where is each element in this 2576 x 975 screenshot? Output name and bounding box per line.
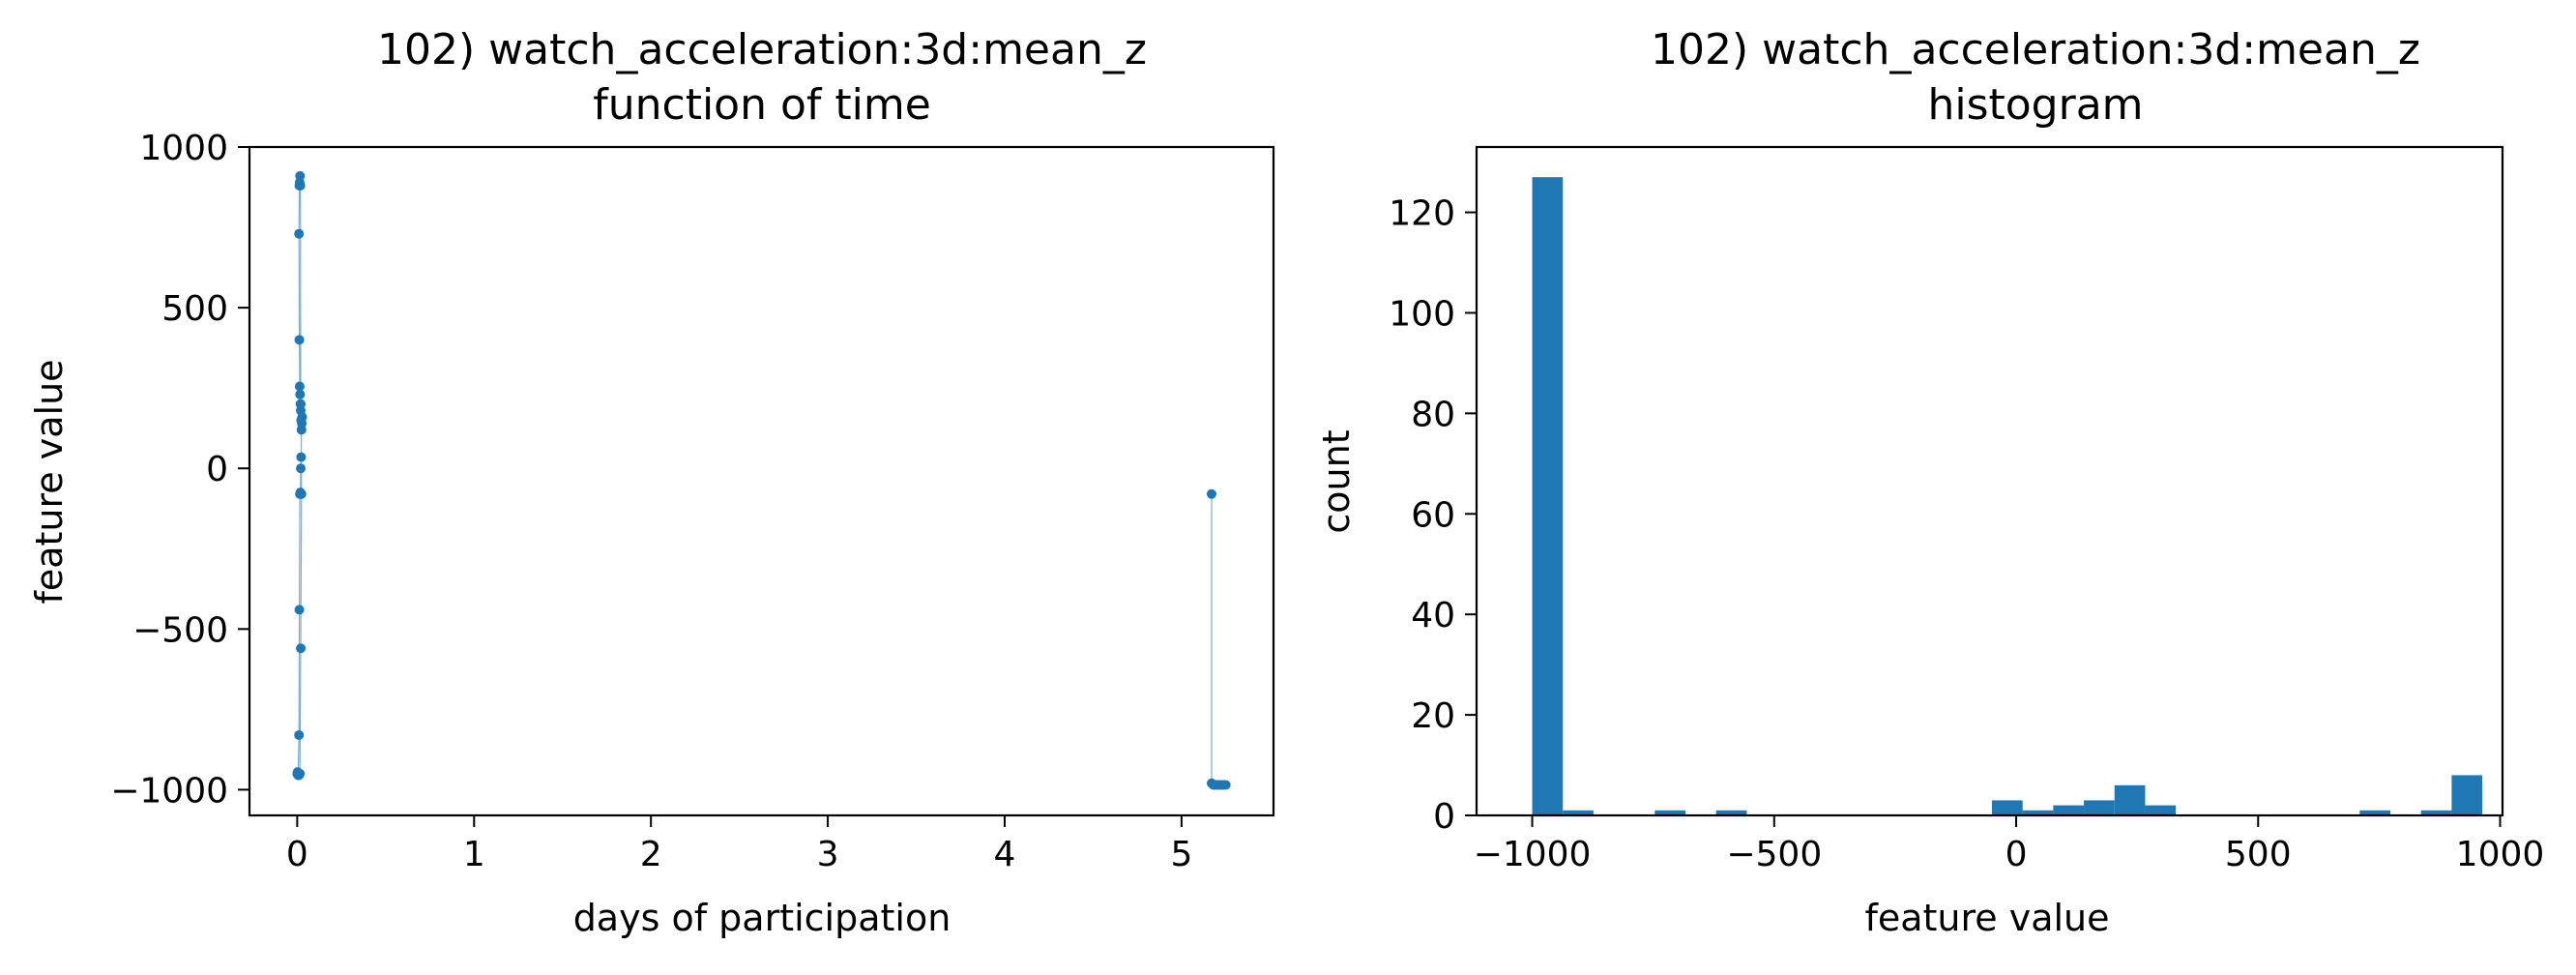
- left-x-axis-label: days of participation: [573, 897, 951, 939]
- histogram-bar: [1654, 810, 1686, 815]
- right-axes-frame: [1475, 145, 2504, 817]
- right-y-axis-label: count: [1315, 429, 1358, 533]
- data-point: [296, 415, 307, 426]
- left-y-tick-label: 1000: [139, 129, 228, 168]
- data-point: [1220, 780, 1231, 790]
- data-point: [294, 729, 305, 740]
- right-y-tick-label: 40: [1411, 596, 1455, 635]
- right-y-tick-label: 80: [1411, 395, 1455, 434]
- right-title-line2: histogram: [1927, 80, 2143, 130]
- series-line-0: [296, 175, 304, 778]
- right-plot-area: −1000 −500 0 500 1000 0 20 40 60 80 100 120: [1389, 145, 2545, 874]
- right-y-tick-label: 100: [1389, 294, 1455, 334]
- data-point: [294, 605, 305, 615]
- histogram-bar: [2022, 810, 2054, 815]
- histogram-bar: [2359, 810, 2391, 815]
- data-point: [294, 381, 305, 392]
- data-point: [296, 452, 307, 462]
- right-x-tick-label: −500: [1726, 835, 1822, 874]
- right-y-tick-label: 20: [1411, 696, 1455, 736]
- left-x-tick-label: 0: [286, 835, 308, 874]
- left-y-tick-label: 0: [206, 450, 228, 489]
- data-point: [1206, 488, 1216, 499]
- right-x-tick-label: −1000: [1474, 835, 1592, 874]
- histogram-bar: [2451, 775, 2483, 815]
- left-x-tick-label: 1: [463, 835, 485, 874]
- left-x-tick-label: 3: [817, 835, 839, 874]
- right-y-tick-label: 60: [1411, 495, 1455, 535]
- series-line-1: [1211, 493, 1226, 785]
- data-point: [295, 389, 306, 399]
- left-title-line1: 102) watch_acceleration:3d:mean_z: [377, 25, 1147, 74]
- histogram-bar: [2114, 784, 2146, 815]
- left-x-tick-label: 4: [994, 835, 1016, 874]
- data-point: [295, 170, 306, 181]
- histogram-bar: [2420, 810, 2452, 815]
- data-point: [294, 228, 305, 239]
- right-y-tick-label: 0: [1433, 797, 1455, 837]
- data-point: [292, 767, 303, 778]
- left-y-tick-label: −500: [132, 610, 228, 650]
- histogram-bar: [2084, 800, 2115, 815]
- right-y-tick-label: 120: [1389, 194, 1455, 234]
- left-x-tick-label: 5: [1170, 835, 1192, 874]
- right-x-tick-label: 500: [2225, 835, 2292, 874]
- data-point: [295, 180, 306, 191]
- data-point: [294, 335, 305, 345]
- right-x-tick-label: 0: [2005, 835, 2028, 874]
- left-y-tick-label: −1000: [110, 771, 228, 811]
- left-axes-frame: [248, 145, 1275, 817]
- right-x-axis-label: feature value: [1864, 897, 2109, 939]
- left-y-axis-label: feature value: [28, 359, 71, 604]
- data-point: [296, 463, 307, 474]
- left-x-tick-label: 2: [640, 835, 662, 874]
- right-title-line1: 102) watch_acceleration:3d:mean_z: [1651, 25, 2420, 74]
- histogram-bar: [1991, 800, 2023, 815]
- data-point: [296, 643, 307, 654]
- data-point: [296, 488, 307, 499]
- histogram-bar: [1715, 810, 1747, 815]
- right-x-tick-label: 1000: [2456, 835, 2545, 874]
- left-y-tick-label: 500: [161, 289, 228, 329]
- histogram-bar: [1532, 177, 1564, 816]
- left-plot-area: 0 1 2 3 4 5 −1000 −500 0 500 1000: [110, 129, 1275, 874]
- data-point: [296, 399, 307, 409]
- left-title-line2: function of time: [593, 80, 931, 130]
- histogram-bar: [2145, 805, 2177, 815]
- histogram-bar: [1563, 810, 1594, 815]
- histogram-bar: [2053, 805, 2085, 815]
